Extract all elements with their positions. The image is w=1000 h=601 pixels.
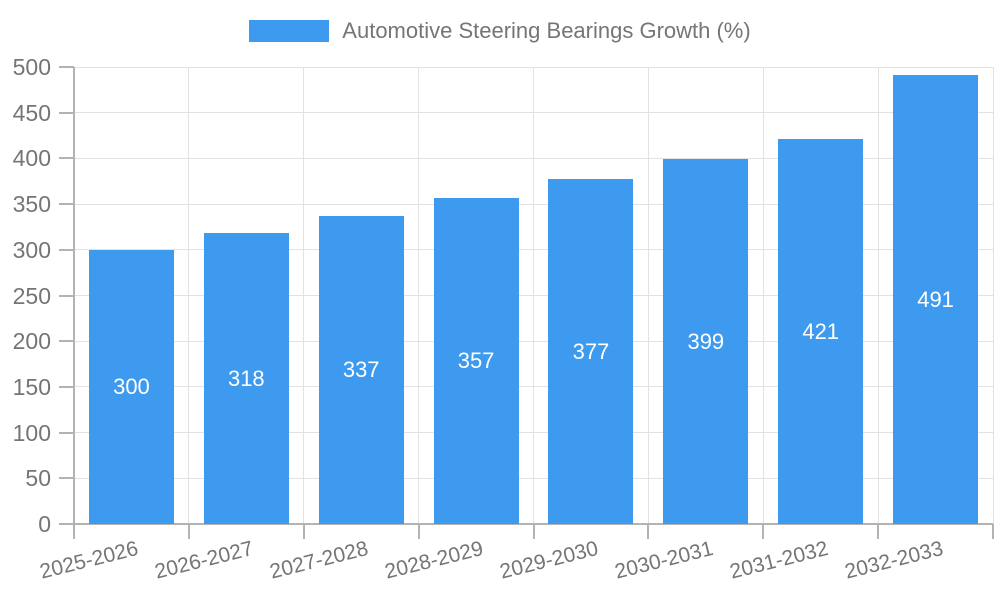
- y-axis-tick: [59, 66, 74, 68]
- v-gridline: [188, 67, 190, 524]
- x-axis-tick: [302, 524, 305, 539]
- y-axis-tick: [59, 477, 74, 480]
- y-axis-tick: [59, 157, 74, 160]
- y-axis-label: 200: [12, 328, 51, 355]
- bar[interactable]: [433, 197, 519, 524]
- x-axis-tick: [992, 524, 994, 539]
- legend-swatch: [249, 20, 330, 42]
- v-gridline: [762, 67, 764, 524]
- bar-value-label: 357: [457, 347, 495, 373]
- y-axis-tick: [59, 340, 74, 343]
- x-axis-line: [59, 523, 993, 525]
- bar-value-label: 318: [227, 365, 265, 391]
- y-axis-tick: [59, 294, 74, 297]
- y-axis-tick: [59, 523, 74, 525]
- y-axis-label: 0: [38, 511, 51, 537]
- y-axis-label: 350: [12, 191, 51, 218]
- y-axis-label: 250: [12, 282, 51, 309]
- v-gridline: [877, 67, 879, 524]
- x-axis-tick: [877, 524, 880, 539]
- bar[interactable]: [88, 249, 174, 524]
- bar[interactable]: [778, 139, 864, 524]
- y-axis-label: 400: [12, 145, 51, 172]
- y-axis-tick: [59, 431, 74, 434]
- bar[interactable]: [893, 75, 979, 524]
- bar[interactable]: [203, 233, 289, 524]
- x-axis-tick: [532, 524, 535, 539]
- x-axis-tick: [187, 524, 190, 539]
- legend-label: Automotive Steering Bearings Growth (%): [342, 18, 751, 43]
- v-gridline: [418, 67, 420, 524]
- y-axis-tick: [59, 203, 74, 206]
- v-gridline: [303, 67, 305, 524]
- bar-value-label: 491: [917, 286, 954, 312]
- bar-value-label: 399: [687, 328, 725, 354]
- y-axis-tick: [59, 248, 74, 251]
- x-axis-tick: [417, 524, 420, 539]
- y-axis-label: 100: [12, 419, 51, 446]
- bar-value-label: 300: [113, 373, 150, 399]
- bar-value-label: 421: [802, 318, 840, 344]
- y-axis-line: [73, 67, 75, 539]
- x-axis-tick: [73, 524, 75, 539]
- v-gridline: [647, 67, 649, 524]
- x-axis-tick: [762, 524, 765, 539]
- x-axis-tick: [647, 524, 650, 539]
- y-axis-label: 300: [12, 236, 51, 263]
- v-gridline: [992, 67, 994, 524]
- bar-value-label: 377: [572, 338, 610, 364]
- bar[interactable]: [318, 215, 404, 524]
- v-gridline: [533, 67, 534, 524]
- bar[interactable]: [548, 179, 634, 524]
- y-axis-tick: [59, 385, 74, 388]
- y-axis-tick: [59, 111, 74, 114]
- y-axis-label: 450: [12, 99, 51, 126]
- bar[interactable]: [663, 159, 749, 524]
- bar-value-label: 337: [342, 356, 380, 382]
- y-axis-label: 500: [12, 54, 51, 80]
- y-axis-label: 50: [25, 465, 51, 492]
- y-axis-label: 150: [12, 373, 51, 400]
- chart-legend[interactable]: Automotive Steering Bearings Growth (%): [0, 13, 1000, 49]
